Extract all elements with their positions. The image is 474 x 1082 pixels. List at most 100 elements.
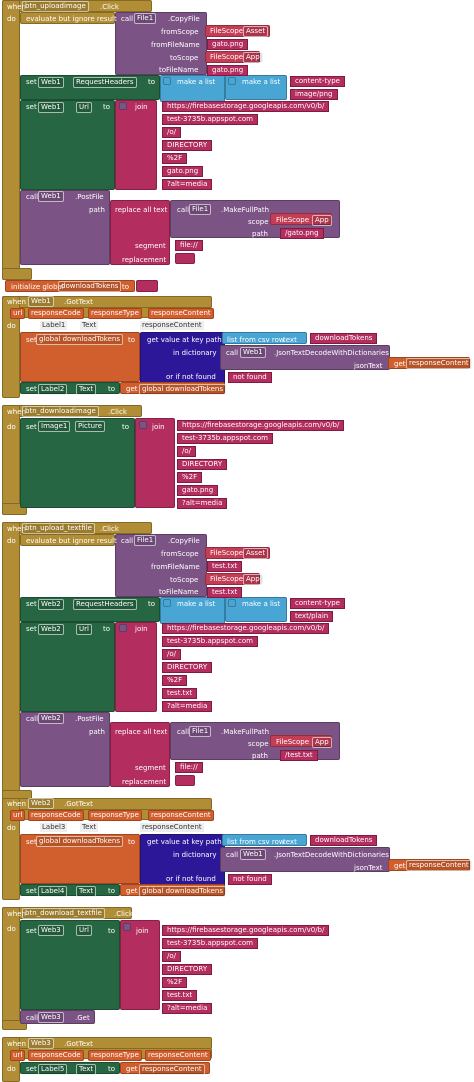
block-label: FileScope — [210, 53, 244, 61]
block-label: File1 — [134, 535, 157, 546]
block-shape — [20, 920, 120, 1010]
block-label: test-3735b.appspot.com — [162, 636, 258, 647]
block-label: Web2 — [38, 713, 64, 724]
block-shape — [205, 51, 260, 63]
block-label: %2F — [162, 153, 188, 164]
block-label: /o/ — [162, 951, 181, 962]
block-label: FileScope — [276, 738, 310, 746]
block-label: join — [135, 103, 148, 111]
block-label: %2F — [162, 675, 188, 686]
block-label: Web1 — [28, 296, 54, 307]
block-label: toFileName — [159, 588, 199, 596]
block-shape — [222, 834, 307, 846]
block-label: to — [122, 423, 130, 431]
block-label: make a list — [242, 600, 281, 608]
block-label: when — [7, 800, 26, 808]
block-label: File1 — [189, 726, 212, 737]
block-label: get — [126, 385, 138, 393]
block-label: path — [89, 728, 105, 736]
block-label: DIRECTORY — [162, 964, 213, 975]
block-label: text/plain — [290, 611, 334, 622]
block-label: url — [10, 308, 26, 319]
block-label: set — [26, 600, 37, 608]
block-shape — [175, 253, 195, 264]
block-label: Label1 — [40, 321, 68, 330]
block-label: Web2 — [28, 798, 54, 809]
block-label: do — [7, 925, 16, 933]
block-label: App — [312, 215, 332, 226]
block-label: do — [7, 322, 16, 330]
block-label: to — [103, 103, 111, 111]
block-shape — [120, 382, 225, 394]
block-label: .Click — [100, 3, 119, 11]
block-label: replacement — [122, 256, 167, 264]
block-label: get — [126, 1065, 138, 1073]
block-shape — [20, 332, 140, 382]
block-label: global downloadTokens — [139, 886, 226, 897]
block-label: get value at key path — [147, 336, 222, 344]
block-label: call — [226, 851, 239, 859]
block-shape — [2, 268, 32, 280]
block-label: set — [26, 838, 37, 846]
block-label: responseContent — [139, 1064, 205, 1075]
block-shape — [139, 421, 147, 429]
block-label: FileScope — [276, 216, 310, 224]
block-shape — [205, 547, 270, 559]
block-label: App — [243, 52, 263, 63]
block-label: test-3735b.appspot.com — [162, 938, 258, 949]
block-label: set — [26, 1065, 37, 1073]
block-label: Label2 — [38, 384, 68, 395]
block-label: set — [26, 927, 37, 935]
block-label: file:// — [175, 762, 203, 773]
block-label: get — [394, 360, 406, 368]
block-label: when — [7, 525, 26, 533]
block-shape — [135, 418, 175, 508]
block-label: ?alt=media — [162, 1003, 213, 1014]
block-label: Label4 — [38, 886, 68, 897]
block-label: jsonText — [354, 362, 383, 370]
block-shape — [2, 296, 20, 398]
block-shape — [228, 599, 236, 607]
block-label: call — [26, 715, 39, 723]
block-label: text — [283, 838, 297, 846]
block-label: .PostFile — [75, 715, 104, 723]
block-label: responseContent — [148, 308, 214, 319]
block-label: responseType — [88, 1050, 142, 1061]
block-label: .GotText — [64, 298, 93, 306]
block-label: test-3735b.appspot.com — [177, 433, 273, 444]
block-shape — [110, 722, 170, 787]
block-shape — [2, 405, 20, 515]
block-label: not found — [228, 874, 272, 885]
block-label: fromScope — [161, 550, 199, 558]
block-label: test-3735b.appspot.com — [162, 114, 258, 125]
block-label: to — [103, 625, 111, 633]
block-label: gato.png — [207, 39, 249, 50]
block-label: .CopyFile — [168, 15, 200, 23]
block-label: App — [312, 737, 332, 748]
block-shape — [175, 775, 195, 786]
block-label: RequestHeaders — [73, 599, 137, 610]
block-label: get — [126, 887, 138, 895]
block-label: .JsonTextDecodeWithDictionaries — [274, 851, 389, 859]
block-shape — [205, 25, 270, 37]
block-label: do — [7, 537, 16, 545]
block-shape — [20, 190, 110, 265]
block-label: to — [122, 283, 130, 291]
block-label: set — [26, 103, 37, 111]
block-label: Asset — [243, 26, 269, 37]
block-label: do — [7, 423, 16, 431]
block-label: or if not found — [166, 875, 216, 883]
block-label: call — [26, 1014, 39, 1022]
block-label: when — [7, 910, 26, 918]
block-label: scope — [248, 218, 269, 226]
block-label: responseCode — [28, 308, 84, 319]
block-label: /o/ — [177, 446, 196, 457]
block-label: Web1 — [38, 191, 64, 202]
block-label: Text — [76, 384, 97, 395]
block-label: when — [7, 1040, 26, 1048]
block-label: File1 — [189, 204, 212, 215]
block-label: in dictionary — [173, 349, 217, 357]
block-shape — [225, 597, 287, 622]
block-label: downloadTokens — [58, 281, 122, 292]
block-label: .PostFile — [75, 193, 104, 201]
